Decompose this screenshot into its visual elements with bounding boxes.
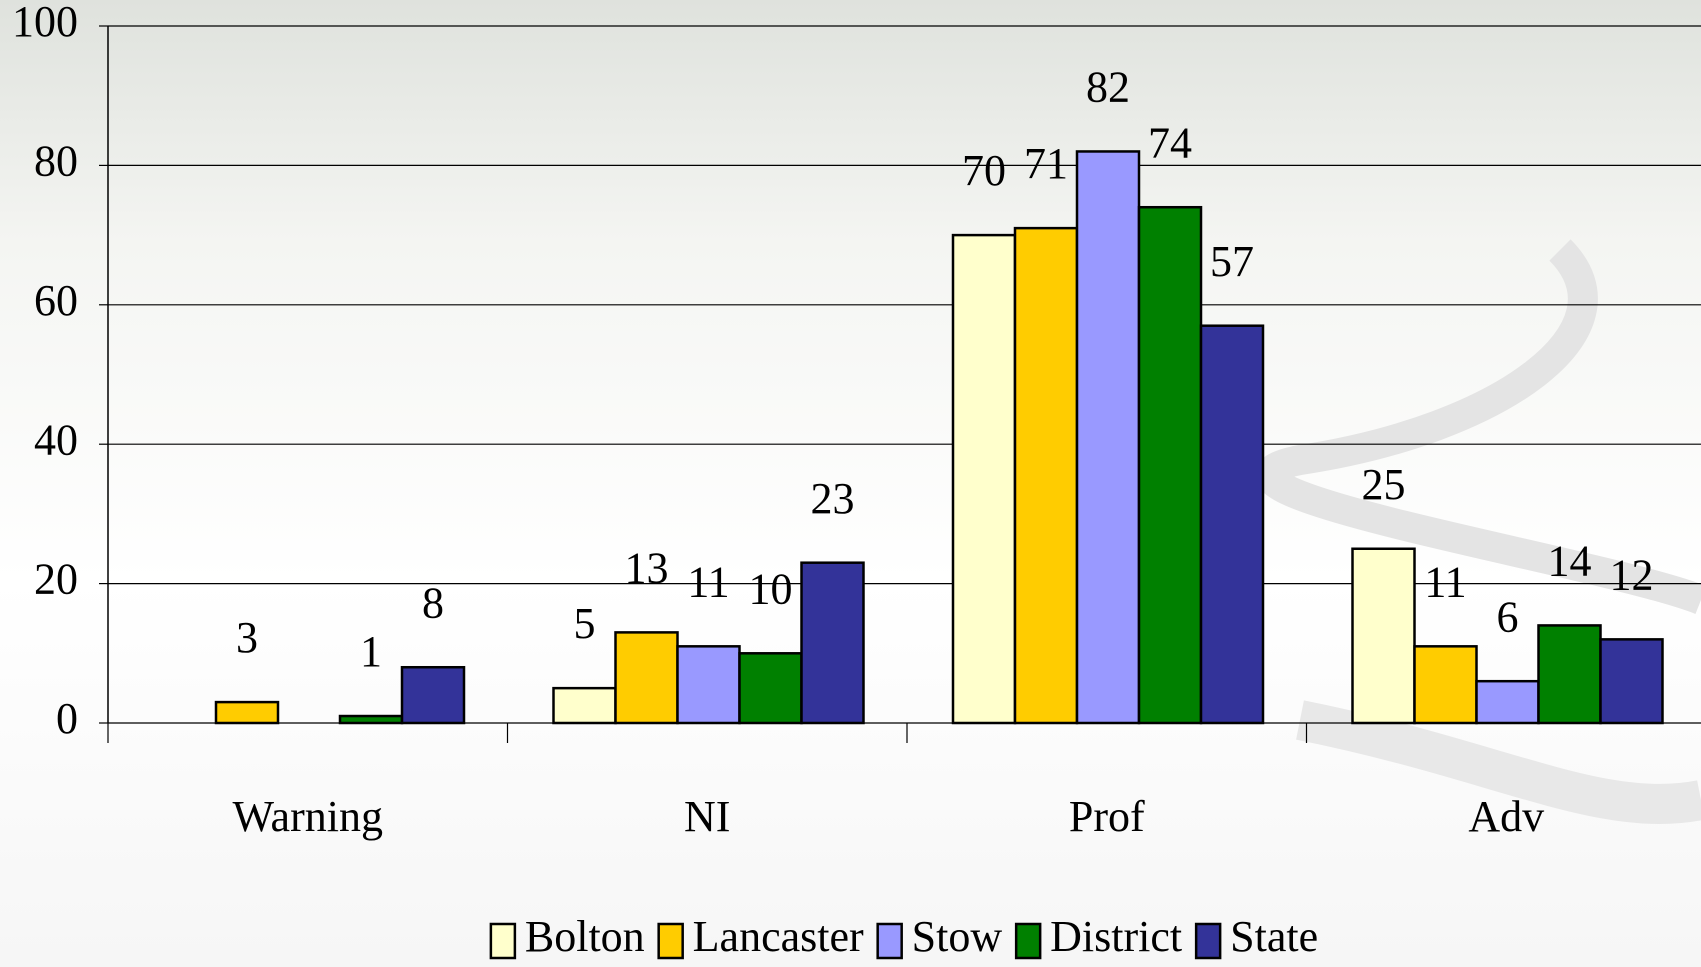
x-tick-label: Prof	[1069, 792, 1145, 841]
data-label: 23	[811, 474, 855, 523]
bar	[214, 700, 280, 725]
bar	[738, 652, 803, 725]
legend-label: Stow	[912, 912, 1003, 961]
x-tick-label: NI	[684, 792, 730, 841]
bar	[1475, 679, 1540, 725]
legend-swatch	[1014, 922, 1042, 960]
data-label: 5	[574, 599, 596, 648]
x-tick-label: Warning	[233, 792, 383, 841]
bar	[338, 714, 404, 725]
legend-label: State	[1230, 912, 1318, 961]
y-tick-label: 0	[56, 694, 78, 743]
data-label: 11	[687, 557, 729, 606]
data-label: 82	[1086, 63, 1130, 112]
x-tick-label: Adv	[1468, 792, 1544, 841]
bar	[400, 665, 466, 725]
data-label: 12	[1610, 550, 1654, 599]
legend-swatch	[657, 922, 684, 960]
data-label: 10	[749, 564, 793, 613]
data-label: 14	[1548, 537, 1592, 586]
bar	[1537, 624, 1602, 725]
background-swoosh	[1254, 239, 1701, 614]
bar	[1199, 324, 1265, 725]
data-label: 1	[360, 627, 382, 676]
data-label: 6	[1497, 592, 1519, 641]
bar	[676, 645, 741, 725]
y-tick-label: 20	[34, 555, 78, 604]
data-label: 74	[1148, 118, 1192, 167]
background-swoosh	[1296, 700, 1701, 824]
y-tick-label: 60	[34, 276, 78, 325]
data-label: 70	[962, 146, 1006, 195]
legend-swatch	[876, 922, 903, 960]
legend-label: Bolton	[525, 912, 645, 961]
data-label: 8	[422, 578, 444, 627]
y-tick-label: 100	[12, 0, 78, 46]
y-tick-label: 40	[34, 415, 78, 464]
bar	[951, 233, 1017, 725]
data-label: 13	[625, 543, 669, 592]
bar	[614, 631, 679, 725]
y-tick-label: 80	[34, 136, 78, 185]
legend: Bolton Lancaster Stow District State	[489, 912, 1318, 961]
bar	[1013, 226, 1079, 725]
data-label: 71	[1024, 139, 1068, 188]
bar	[1137, 205, 1203, 725]
bar	[1351, 547, 1416, 725]
data-label: 3	[236, 613, 258, 662]
data-label: 25	[1362, 460, 1406, 509]
bar	[1075, 150, 1141, 725]
legend-swatch	[489, 922, 517, 960]
bar	[1413, 645, 1478, 725]
data-label: 57	[1210, 237, 1254, 286]
legend-label: Lancaster	[693, 912, 864, 961]
legend-swatch	[1194, 922, 1222, 960]
legend-label: District	[1050, 912, 1182, 961]
bar	[552, 686, 617, 725]
data-label: 11	[1424, 557, 1466, 606]
bar	[1599, 638, 1664, 725]
bar	[800, 561, 865, 725]
